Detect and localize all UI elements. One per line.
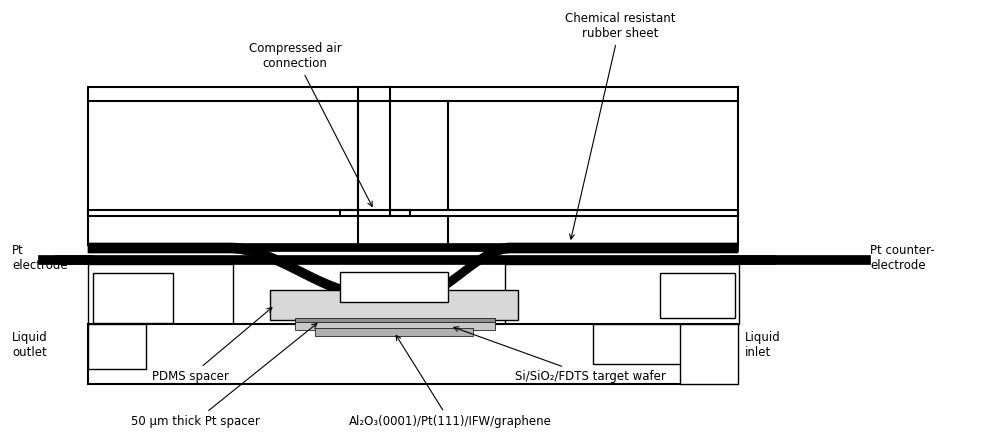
Bar bbox=[38, 255, 93, 264]
Text: Pt
electrode: Pt electrode bbox=[12, 244, 68, 272]
Text: Liquid
outlet: Liquid outlet bbox=[12, 331, 48, 359]
Bar bbox=[88, 264, 233, 324]
Text: Al₂O₃(0001)/Pt(111)/IFW/graphene: Al₂O₃(0001)/Pt(111)/IFW/graphene bbox=[349, 336, 551, 428]
Bar bbox=[340, 272, 448, 302]
Bar bbox=[88, 243, 738, 251]
Text: 50 μm thick Pt spacer: 50 μm thick Pt spacer bbox=[131, 323, 317, 428]
Text: Pt counter-
electrode: Pt counter- electrode bbox=[870, 244, 935, 272]
Bar bbox=[88, 210, 738, 216]
Bar bbox=[315, 328, 473, 336]
Bar bbox=[88, 87, 738, 101]
Bar bbox=[593, 324, 693, 364]
Bar bbox=[660, 273, 735, 318]
Bar bbox=[505, 264, 739, 324]
Bar bbox=[88, 324, 738, 384]
Bar bbox=[295, 322, 495, 330]
Bar bbox=[295, 318, 495, 324]
Bar bbox=[448, 100, 738, 215]
Text: PDMS spacer: PDMS spacer bbox=[152, 308, 272, 383]
Text: Liquid
inlet: Liquid inlet bbox=[745, 331, 781, 359]
Bar bbox=[88, 215, 358, 245]
Bar bbox=[55, 255, 775, 264]
Bar bbox=[720, 255, 870, 264]
Text: Chemical resistant
rubber sheet: Chemical resistant rubber sheet bbox=[564, 12, 675, 239]
Bar bbox=[680, 324, 738, 384]
Bar bbox=[93, 273, 173, 323]
Text: Compressed air
connection: Compressed air connection bbox=[249, 42, 373, 207]
Bar bbox=[270, 290, 518, 320]
Text: Si/SiO₂/FDTS target wafer: Si/SiO₂/FDTS target wafer bbox=[454, 327, 665, 383]
Bar bbox=[448, 215, 738, 245]
Bar bbox=[88, 100, 358, 215]
Polygon shape bbox=[88, 243, 738, 300]
Bar bbox=[88, 324, 146, 369]
